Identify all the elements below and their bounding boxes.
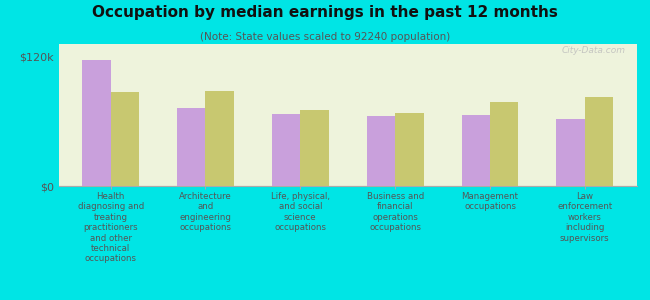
Text: City-Data.com: City-Data.com: [562, 46, 625, 55]
Bar: [111, 92, 139, 186]
Text: Management
occupations: Management occupations: [462, 192, 519, 212]
Bar: [585, 98, 614, 186]
Bar: [272, 114, 300, 186]
Bar: [367, 116, 395, 186]
Text: Architecture
and
engineering
occupations: Architecture and engineering occupations: [179, 192, 232, 232]
Bar: [205, 91, 234, 186]
Text: Occupation by median earnings in the past 12 months: Occupation by median earnings in the pas…: [92, 4, 558, 20]
Bar: [395, 112, 424, 186]
Text: Business and
financial
operations
occupations: Business and financial operations occupa…: [367, 192, 424, 232]
Bar: [490, 102, 519, 186]
Text: Life, physical,
and social
science
occupations: Life, physical, and social science occup…: [271, 192, 330, 232]
Text: (Note: State values scaled to 92240 population): (Note: State values scaled to 92240 popu…: [200, 32, 450, 41]
Text: Law
enforcement
workers
including
supervisors: Law enforcement workers including superv…: [557, 192, 612, 243]
Bar: [177, 108, 205, 186]
Bar: [556, 119, 585, 186]
Bar: [300, 110, 329, 186]
Bar: [462, 115, 490, 186]
Text: Health
diagnosing and
treating
practitioners
and other
technical
occupations: Health diagnosing and treating practitio…: [77, 192, 144, 263]
Bar: [82, 60, 111, 186]
